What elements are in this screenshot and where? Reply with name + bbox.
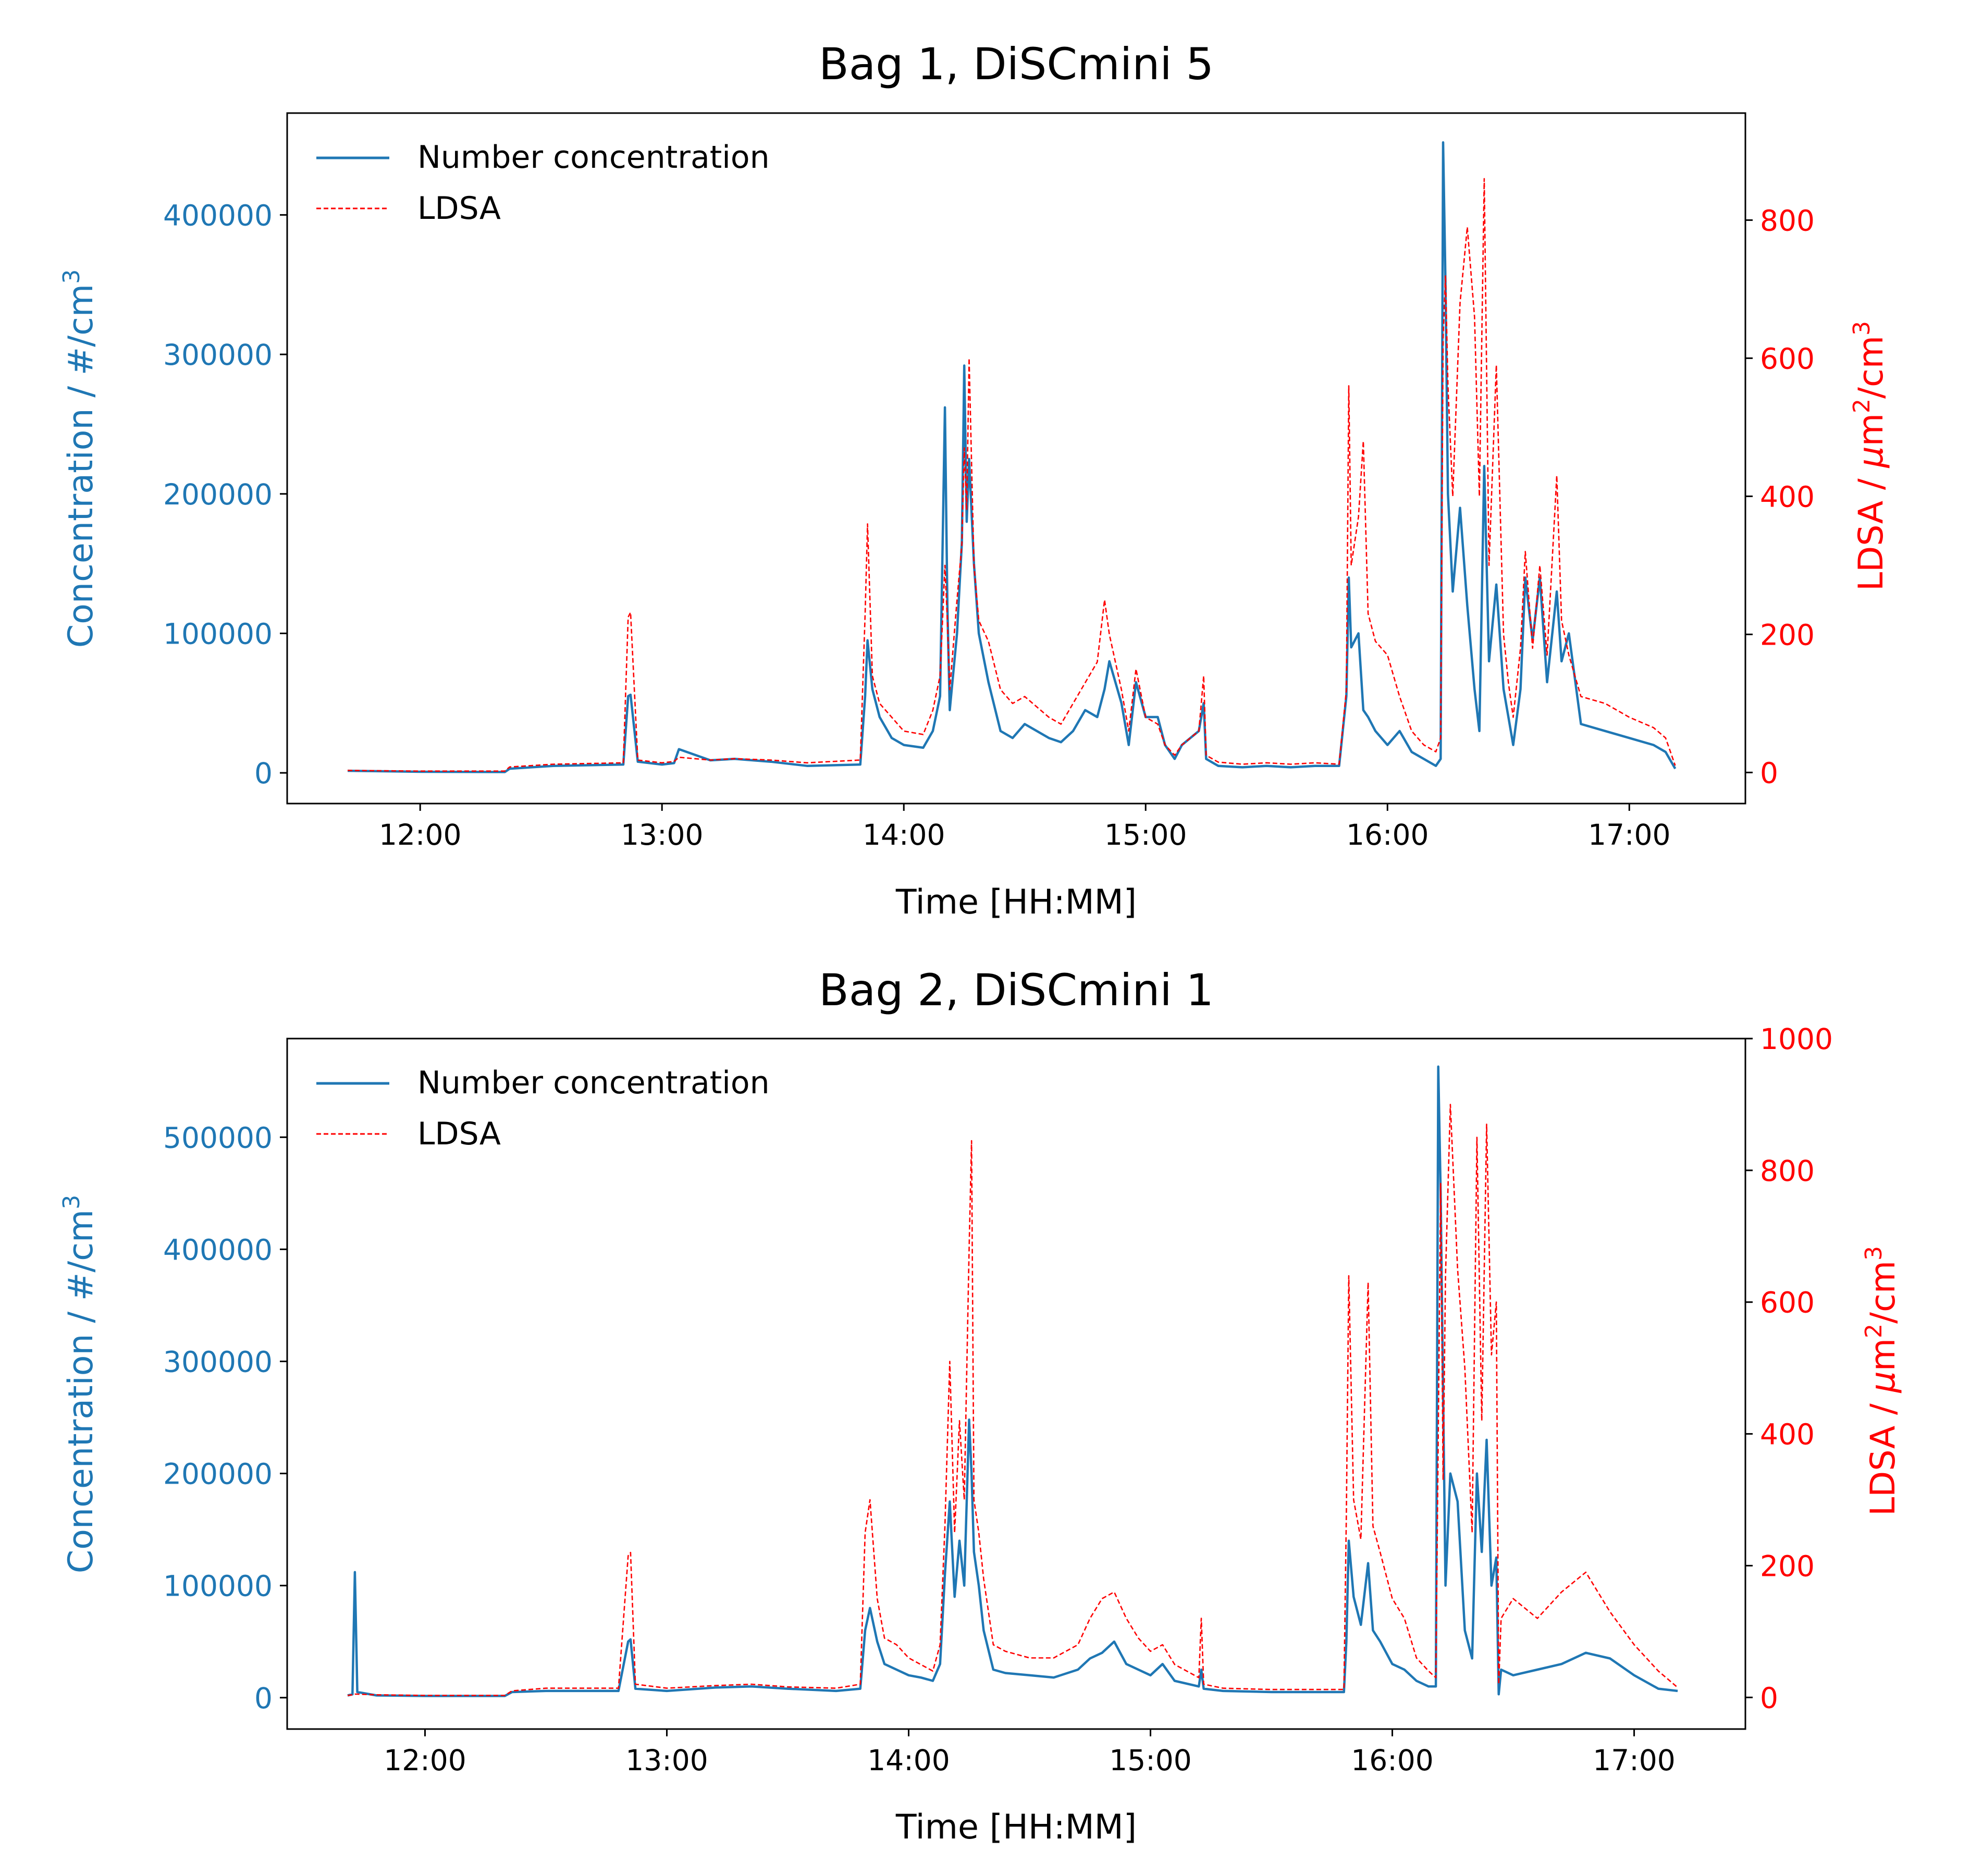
x-tick-label: 12:00 bbox=[379, 818, 462, 851]
y-left-tick-label: 100000 bbox=[163, 617, 273, 650]
legend: Number concentration LDSA bbox=[316, 1065, 770, 1152]
x-tick-label: 15:00 bbox=[1109, 1744, 1192, 1777]
legend-label-ldsa: LDSA bbox=[417, 1116, 501, 1152]
legend-label-number: Number concentration bbox=[417, 139, 770, 176]
y-right-tick-label: 800 bbox=[1760, 1154, 1815, 1188]
y-right-tick-label: 400 bbox=[1760, 1418, 1815, 1451]
y-axis-right-label: LDSA / μm2/cm3 bbox=[1861, 1246, 1903, 1516]
series-line-ldsa bbox=[347, 178, 1676, 772]
y-right-tick-label: 600 bbox=[1760, 342, 1815, 375]
y-left-tick-label: 300000 bbox=[163, 338, 273, 372]
x-tick-label: 14:00 bbox=[863, 818, 945, 851]
legend: Number concentration LDSA bbox=[316, 139, 770, 227]
x-tick-label: 12:00 bbox=[384, 1744, 466, 1777]
ticks: 12:00 13:00 14:00 15:00 16:00 17:00 0 100000 200… bbox=[163, 1022, 1833, 1777]
y-right-tick-label: 200 bbox=[1760, 618, 1815, 651]
plot-frame bbox=[286, 1038, 1746, 1730]
subplot-2: Bag 2, DiSCmini 1 Time [HH:MM] Concentra… bbox=[58, 965, 1903, 1847]
x-tick-label: 16:00 bbox=[1351, 1744, 1434, 1777]
x-axis-label: Time [HH:MM] bbox=[895, 1808, 1137, 1847]
legend-label-ldsa: LDSA bbox=[417, 190, 501, 227]
series-line-ldsa bbox=[347, 1104, 1678, 1696]
y-left-tick-label: 100000 bbox=[163, 1570, 273, 1603]
y-right-tick-label: 0 bbox=[1760, 756, 1778, 789]
series-area bbox=[347, 141, 1677, 773]
x-tick-label: 13:00 bbox=[621, 818, 704, 851]
x-tick-label: 14:00 bbox=[867, 1744, 950, 1777]
series-line-number-concentration bbox=[347, 1065, 1678, 1697]
y-left-tick-label: 0 bbox=[254, 1682, 273, 1715]
x-tick-label: 16:00 bbox=[1346, 818, 1429, 851]
x-tick-label: 15:00 bbox=[1104, 818, 1187, 851]
y-right-tick-label: 0 bbox=[1760, 1681, 1778, 1714]
y-axis-left-label: Concentration / #/cm3 bbox=[58, 1195, 101, 1573]
x-axis-label: Time [HH:MM] bbox=[895, 883, 1137, 922]
y-left-tick-label: 300000 bbox=[163, 1345, 273, 1378]
plot-frame bbox=[286, 112, 1746, 805]
ticks: 12:00 13:00 14:00 15:00 16:00 17:00 0 100000 200… bbox=[163, 199, 1815, 851]
y-left-tick-label: 0 bbox=[254, 757, 273, 790]
y-left-tick-label: 200000 bbox=[163, 1458, 273, 1491]
subplot-1: Bag 1, DiSCmini 5 Time [HH:MM] Concentra… bbox=[58, 39, 1891, 922]
y-left-tick-label: 500000 bbox=[163, 1121, 273, 1154]
y-left-tick-label: 400000 bbox=[163, 199, 273, 232]
series-area bbox=[347, 1065, 1678, 1697]
x-tick-label: 17:00 bbox=[1588, 818, 1671, 851]
y-right-tick-label: 600 bbox=[1760, 1286, 1815, 1319]
y-axis-right-label: LDSA / μm2/cm3 bbox=[1849, 321, 1891, 591]
y-left-tick-label: 400000 bbox=[163, 1233, 273, 1266]
x-tick-label: 17:00 bbox=[1593, 1744, 1676, 1777]
y-right-tick-label: 200 bbox=[1760, 1549, 1815, 1583]
y-axis-left-label: Concentration / #/cm3 bbox=[58, 269, 101, 648]
chart-title: Bag 2, DiSCmini 1 bbox=[819, 965, 1214, 1016]
y-right-tick-label: 1000 bbox=[1760, 1022, 1833, 1056]
legend-label-number: Number concentration bbox=[417, 1065, 770, 1101]
y-right-tick-label: 400 bbox=[1760, 480, 1815, 513]
y-right-tick-label: 800 bbox=[1760, 204, 1815, 237]
x-tick-label: 13:00 bbox=[625, 1744, 708, 1777]
y-left-tick-label: 200000 bbox=[163, 478, 273, 511]
chart-title: Bag 1, DiSCmini 5 bbox=[819, 39, 1214, 90]
